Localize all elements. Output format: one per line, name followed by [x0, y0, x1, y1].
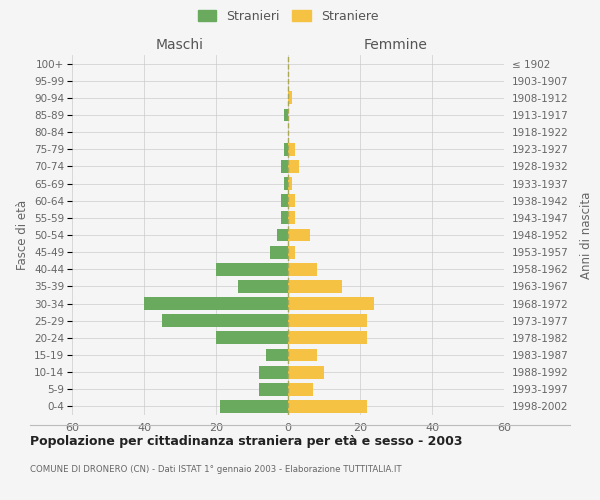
Text: Femmine: Femmine	[364, 38, 428, 52]
Bar	[266, 348, 288, 362]
Bar	[288, 92, 292, 104]
Bar	[162, 314, 288, 327]
Bar	[288, 177, 292, 190]
Bar	[270, 246, 288, 258]
Bar	[284, 143, 288, 156]
Bar	[288, 143, 295, 156]
Bar	[259, 383, 288, 396]
Bar	[281, 160, 288, 173]
Bar	[144, 297, 288, 310]
Bar	[288, 263, 317, 276]
Bar	[288, 280, 342, 293]
Bar	[216, 332, 288, 344]
Bar	[288, 297, 374, 310]
Y-axis label: Anni di nascita: Anni di nascita	[580, 192, 593, 278]
Bar	[277, 228, 288, 241]
Y-axis label: Fasce di età: Fasce di età	[16, 200, 29, 270]
Bar	[220, 400, 288, 413]
Bar	[238, 280, 288, 293]
Bar	[216, 263, 288, 276]
Bar	[288, 212, 295, 224]
Bar	[288, 246, 295, 258]
Bar	[288, 314, 367, 327]
Bar	[259, 366, 288, 378]
Text: Maschi: Maschi	[156, 38, 204, 52]
Bar	[288, 194, 295, 207]
Legend: Stranieri, Straniere: Stranieri, Straniere	[193, 5, 383, 28]
Bar	[281, 194, 288, 207]
Text: Popolazione per cittadinanza straniera per età e sesso - 2003: Popolazione per cittadinanza straniera p…	[30, 435, 463, 448]
Bar	[288, 383, 313, 396]
Bar	[284, 177, 288, 190]
Bar	[288, 228, 310, 241]
Bar	[288, 400, 367, 413]
Bar	[288, 160, 299, 173]
Bar	[284, 108, 288, 122]
Bar	[288, 366, 324, 378]
Bar	[281, 212, 288, 224]
Bar	[288, 332, 367, 344]
Text: COMUNE DI DRONERO (CN) - Dati ISTAT 1° gennaio 2003 - Elaborazione TUTTITALIA.IT: COMUNE DI DRONERO (CN) - Dati ISTAT 1° g…	[30, 465, 401, 474]
Bar	[288, 348, 317, 362]
